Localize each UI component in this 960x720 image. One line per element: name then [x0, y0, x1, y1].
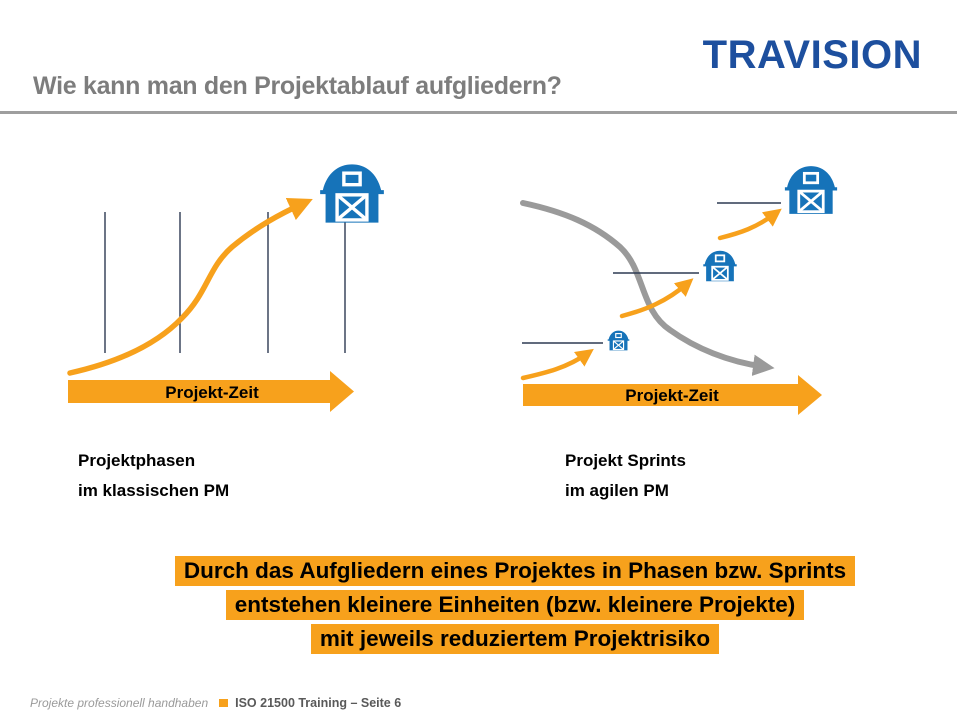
- timeline-arrow: [523, 375, 822, 415]
- caption-line: Projekt Sprints: [565, 451, 686, 470]
- sprint-arrow: [619, 278, 694, 319]
- decline-curve: [520, 200, 775, 377]
- page-title: Wie kann man den Projektablauf aufgliede…: [33, 72, 562, 100]
- timeline-arrow: [68, 371, 354, 412]
- caption-classic-pm: Projektphasen im klassischen PM: [78, 446, 229, 506]
- slide-footer: Projekte professionell handhaben ISO 215…: [30, 696, 401, 710]
- highlight-line: mit jeweils reduziertem Projektrisiko: [310, 624, 720, 654]
- caption-line: im klassischen PM: [78, 481, 230, 500]
- barn-icon: [318, 163, 386, 224]
- classic-pm-diagram: Projekt-Zeit: [67, 163, 386, 412]
- barn-icon: [702, 250, 738, 282]
- footer-series-title: Projekte professionell handhaben: [30, 696, 209, 710]
- sprint-arrow: [717, 208, 782, 241]
- timeline-label: Projekt-Zeit: [625, 386, 719, 405]
- footer-course-page: ISO 21500 Training – Seite 6: [235, 696, 402, 710]
- agile-pm-diagram: Projekt-Zeit: [520, 165, 839, 415]
- timeline-label: Projekt-Zeit: [165, 383, 259, 402]
- barn-icon: [607, 330, 630, 351]
- highlight-line: entstehen kleinere Einheiten (bzw. klein…: [225, 590, 805, 620]
- highlight-line: Durch das Aufgliedern eines Projektes in…: [174, 556, 856, 586]
- title-divider: [0, 111, 957, 114]
- sprint-arrow: [520, 348, 594, 381]
- square-bullet-icon: [219, 699, 229, 707]
- caption-line: im agilen PM: [565, 481, 669, 500]
- summary-highlight-block: Durch das Aufgliedern eines Projektes in…: [70, 554, 960, 656]
- caption-line: Projektphasen: [78, 451, 196, 470]
- progress-curve: [67, 198, 313, 376]
- travision-logo: TRAVISION: [702, 33, 922, 77]
- caption-agile-pm: Projekt Sprints im agilen PM: [565, 446, 686, 506]
- barn-icon: [783, 165, 839, 215]
